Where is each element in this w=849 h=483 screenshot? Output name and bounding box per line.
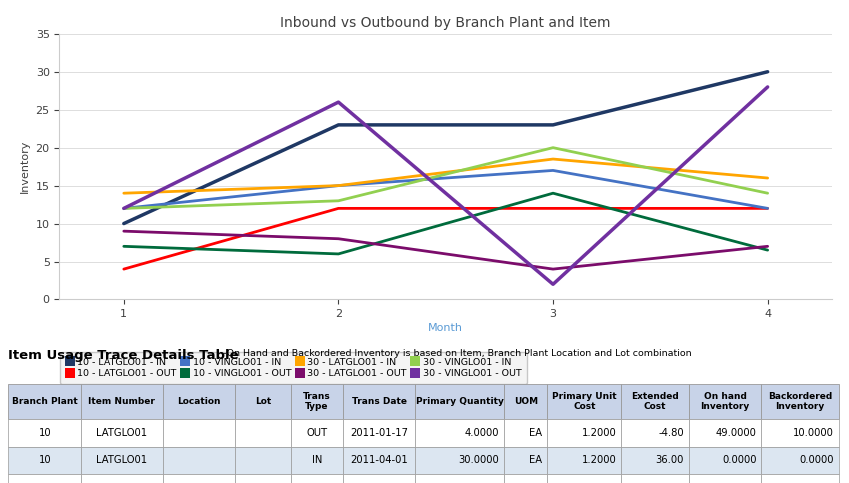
Text: Trans
Type: Trans Type xyxy=(303,392,331,411)
Text: 30.0000: 30.0000 xyxy=(458,455,499,465)
FancyBboxPatch shape xyxy=(548,474,621,483)
Text: 2011-04-01: 2011-04-01 xyxy=(351,455,408,465)
Text: Item Usage Trace Details Table: Item Usage Trace Details Table xyxy=(8,350,239,362)
Text: 4.0000: 4.0000 xyxy=(465,428,499,438)
FancyBboxPatch shape xyxy=(162,446,235,474)
FancyBboxPatch shape xyxy=(235,419,291,446)
FancyBboxPatch shape xyxy=(504,446,548,474)
FancyBboxPatch shape xyxy=(162,474,235,483)
FancyBboxPatch shape xyxy=(689,384,762,419)
FancyBboxPatch shape xyxy=(235,474,291,483)
Text: -4.80: -4.80 xyxy=(658,428,684,438)
FancyBboxPatch shape xyxy=(689,474,762,483)
FancyBboxPatch shape xyxy=(291,446,343,474)
FancyBboxPatch shape xyxy=(81,384,162,419)
Text: Extended
Cost: Extended Cost xyxy=(632,392,679,411)
Text: 1.2000: 1.2000 xyxy=(582,455,616,465)
FancyBboxPatch shape xyxy=(415,474,504,483)
FancyBboxPatch shape xyxy=(415,384,504,419)
Text: EA: EA xyxy=(529,455,543,465)
Text: 1.2000: 1.2000 xyxy=(582,428,616,438)
Y-axis label: Inventory: Inventory xyxy=(20,140,30,193)
Text: Item Number: Item Number xyxy=(88,397,155,406)
FancyBboxPatch shape xyxy=(621,419,689,446)
FancyBboxPatch shape xyxy=(8,474,81,483)
Text: UOM: UOM xyxy=(514,397,538,406)
Text: Location: Location xyxy=(177,397,221,406)
FancyBboxPatch shape xyxy=(81,474,162,483)
Text: 10: 10 xyxy=(38,455,51,465)
FancyBboxPatch shape xyxy=(343,446,415,474)
FancyBboxPatch shape xyxy=(235,384,291,419)
Text: OUT: OUT xyxy=(306,428,328,438)
FancyBboxPatch shape xyxy=(162,419,235,446)
Text: 0.0000: 0.0000 xyxy=(722,455,756,465)
Title: Inbound vs Outbound by Branch Plant and Item: Inbound vs Outbound by Branch Plant and … xyxy=(280,16,611,30)
FancyBboxPatch shape xyxy=(343,474,415,483)
FancyBboxPatch shape xyxy=(291,384,343,419)
FancyBboxPatch shape xyxy=(621,384,689,419)
FancyBboxPatch shape xyxy=(81,419,162,446)
FancyBboxPatch shape xyxy=(548,419,621,446)
Text: Lot: Lot xyxy=(255,397,271,406)
X-axis label: Month: Month xyxy=(428,323,464,333)
Text: Primary Unit
Cost: Primary Unit Cost xyxy=(552,392,616,411)
Text: On hand
Inventory: On hand Inventory xyxy=(700,392,750,411)
Text: 10.0000: 10.0000 xyxy=(793,428,834,438)
Text: 49.0000: 49.0000 xyxy=(716,428,756,438)
FancyBboxPatch shape xyxy=(762,446,839,474)
FancyBboxPatch shape xyxy=(343,419,415,446)
Text: 2011-01-17: 2011-01-17 xyxy=(350,428,408,438)
Text: Primary Quantity: Primary Quantity xyxy=(416,397,503,406)
Text: 10: 10 xyxy=(38,428,51,438)
Legend: 10 - LATGLO01 - IN, 10 - LATGLO01 - OUT, 10 - VINGLO01 - IN, 10 - VINGLO01 - OUT: 10 - LATGLO01 - IN, 10 - LATGLO01 - OUT,… xyxy=(60,352,527,384)
FancyBboxPatch shape xyxy=(762,419,839,446)
Text: Branch Plant: Branch Plant xyxy=(12,397,77,406)
FancyBboxPatch shape xyxy=(689,419,762,446)
Text: EA: EA xyxy=(529,428,543,438)
FancyBboxPatch shape xyxy=(504,474,548,483)
Text: 36.00: 36.00 xyxy=(655,455,684,465)
FancyBboxPatch shape xyxy=(621,474,689,483)
FancyBboxPatch shape xyxy=(504,419,548,446)
Text: IN: IN xyxy=(312,455,322,465)
FancyBboxPatch shape xyxy=(762,474,839,483)
FancyBboxPatch shape xyxy=(762,384,839,419)
Text: 0.0000: 0.0000 xyxy=(799,455,834,465)
Text: LATGLO01: LATGLO01 xyxy=(96,428,147,438)
FancyBboxPatch shape xyxy=(343,384,415,419)
FancyBboxPatch shape xyxy=(621,446,689,474)
FancyBboxPatch shape xyxy=(235,446,291,474)
FancyBboxPatch shape xyxy=(548,384,621,419)
FancyBboxPatch shape xyxy=(8,446,81,474)
Text: LATGLO01: LATGLO01 xyxy=(96,455,147,465)
FancyBboxPatch shape xyxy=(415,419,504,446)
FancyBboxPatch shape xyxy=(689,446,762,474)
FancyBboxPatch shape xyxy=(8,384,81,419)
Text: Trans Date: Trans Date xyxy=(351,397,407,406)
FancyBboxPatch shape xyxy=(548,446,621,474)
FancyBboxPatch shape xyxy=(504,384,548,419)
FancyBboxPatch shape xyxy=(162,384,235,419)
Text: -On Hand and Backordered Inventory is based on Item, Branch Plant Location and L: -On Hand and Backordered Inventory is ba… xyxy=(220,350,692,358)
Text: Backordered
Inventory: Backordered Inventory xyxy=(768,392,832,411)
FancyBboxPatch shape xyxy=(81,446,162,474)
FancyBboxPatch shape xyxy=(8,419,81,446)
FancyBboxPatch shape xyxy=(291,474,343,483)
FancyBboxPatch shape xyxy=(415,446,504,474)
FancyBboxPatch shape xyxy=(291,419,343,446)
